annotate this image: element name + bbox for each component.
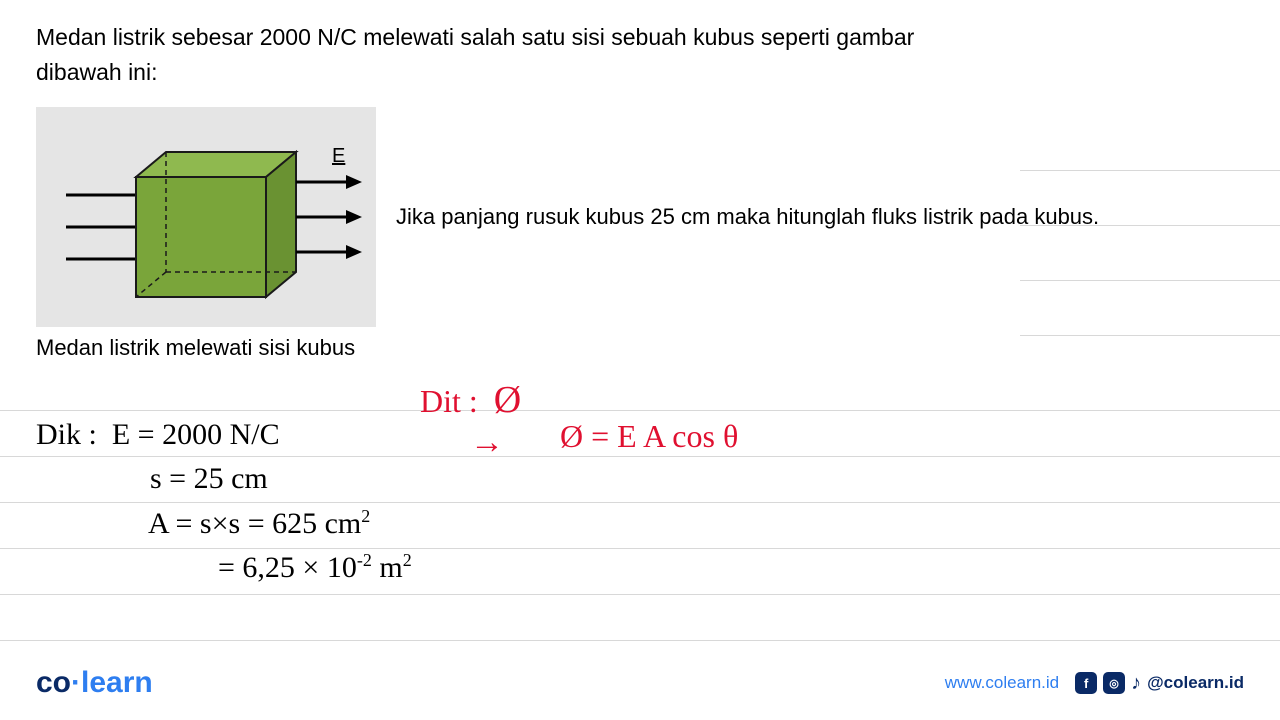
formula: Ø = E A cos θ [560,418,738,455]
dik-line: Dik : E = 2000 N/C [36,418,280,452]
dit-label: Dit : Ø [420,378,521,422]
footer-url[interactable]: www.colearn.id [945,673,1059,693]
a-line: A = s×s = 625 cm2 [148,506,370,541]
problem-line2: dibawah ini: [36,59,157,85]
logo: co·learn [36,666,153,700]
footer: co·learn www.colearn.id f ◎ ♪ @colearn.i… [0,666,1280,700]
s-line: s = 25 cm [150,462,268,496]
logo-learn: learn [81,666,153,699]
tiktok-icon[interactable]: ♪ [1131,672,1141,695]
cube-diagram: E [36,107,376,327]
facebook-icon[interactable]: f [1075,672,1097,694]
social-handle[interactable]: @colearn.id [1147,673,1244,693]
e-label: E [332,145,345,167]
instagram-icon[interactable]: ◎ [1103,672,1125,694]
social-icons: f ◎ ♪ @colearn.id [1075,672,1244,695]
logo-dot: · [71,666,81,699]
problem-statement: Medan listrik sebesar 2000 N/C melewati … [36,20,1244,89]
logo-co: co [36,666,71,699]
right-notebook-lines [1020,170,1280,390]
arrow: → [470,424,504,462]
a-conv-line: = 6,25 × 10-2 m2 [218,550,412,585]
problem-line1: Medan listrik sebesar 2000 N/C melewati … [36,24,914,50]
